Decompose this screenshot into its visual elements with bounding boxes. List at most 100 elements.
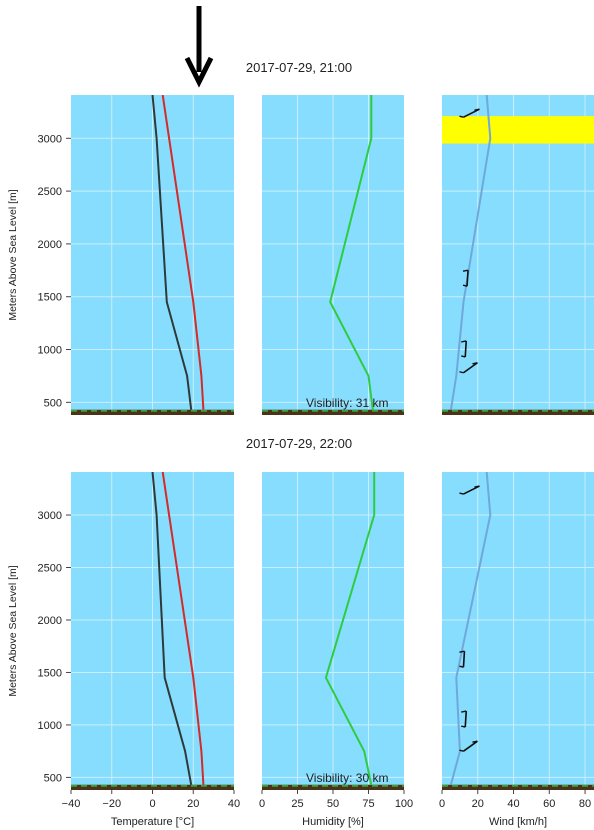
barb-staff bbox=[464, 710, 468, 728]
barb-staff bbox=[463, 108, 480, 118]
ground bbox=[262, 409, 404, 415]
panel-content bbox=[442, 472, 594, 790]
wind-barb bbox=[462, 269, 469, 287]
x-tick-label: −20 bbox=[102, 798, 121, 810]
pointer-arrow-icon bbox=[184, 6, 214, 88]
temperature-panel bbox=[71, 95, 234, 415]
barb-flag bbox=[472, 362, 478, 365]
ground bbox=[442, 409, 594, 415]
humidity-panel: Visibility: 31 km bbox=[262, 95, 404, 415]
wind-barb bbox=[459, 650, 466, 668]
barb-flag bbox=[461, 710, 467, 713]
y-tick-label: 1000 bbox=[38, 345, 62, 357]
y-tick-label: 3000 bbox=[38, 133, 62, 145]
y-tick-label: 1500 bbox=[38, 667, 62, 679]
y-tick-label: 1000 bbox=[38, 720, 62, 732]
wind-barb bbox=[459, 362, 478, 374]
x-tick-label: 60 bbox=[543, 798, 555, 810]
barb-tick bbox=[459, 749, 464, 752]
ground bbox=[262, 784, 404, 790]
barb-staff bbox=[462, 740, 478, 752]
barb-staff bbox=[466, 270, 469, 287]
temperature-line bbox=[161, 472, 205, 785]
wind-barb bbox=[459, 108, 480, 118]
barb-flag bbox=[474, 485, 480, 488]
humidity-line bbox=[329, 95, 374, 410]
wind-barb bbox=[461, 710, 468, 728]
y-tick-label: 3000 bbox=[38, 510, 62, 522]
panel-content bbox=[262, 95, 404, 415]
y-tick-label: 500 bbox=[44, 772, 62, 784]
dewpoint-line bbox=[151, 95, 193, 410]
y-axis: 500 1000 1500 2000 2500 3000 Meters Above Sea … bbox=[7, 510, 71, 784]
x-tick-label: 25 bbox=[291, 798, 303, 810]
visibility-label: Visibility: 31 km bbox=[306, 396, 388, 410]
x-axis-label: Temperature [°C] bbox=[111, 816, 194, 828]
y-tick-label: 2500 bbox=[38, 186, 62, 198]
wind-barb bbox=[459, 740, 478, 752]
x-tick-label: 80 bbox=[579, 798, 591, 810]
barb-tick bbox=[461, 355, 466, 358]
ground bbox=[442, 784, 594, 790]
barb-staff bbox=[463, 485, 480, 495]
barb-tick bbox=[459, 492, 464, 495]
x-tick-label: 0 bbox=[439, 798, 445, 810]
wind-panel bbox=[442, 95, 594, 415]
wind-barb bbox=[461, 340, 468, 358]
x-tick-label: 0 bbox=[259, 798, 265, 810]
barb-flag bbox=[462, 269, 469, 272]
barb-flag bbox=[474, 108, 480, 111]
barb-staff bbox=[462, 362, 478, 374]
barb-flag bbox=[472, 740, 478, 743]
barb-staff bbox=[464, 340, 468, 357]
panel-title: 2017-07-29, 22:00 bbox=[246, 436, 352, 451]
x-tick-label: 75 bbox=[362, 798, 374, 810]
barb-flag bbox=[459, 650, 465, 653]
temperature-line bbox=[161, 95, 205, 410]
panel-content bbox=[442, 95, 594, 415]
ground bbox=[71, 784, 234, 790]
sky-background bbox=[442, 95, 594, 415]
wind-barb bbox=[459, 485, 480, 495]
x-tick-label: 40 bbox=[507, 798, 519, 810]
temperature-panel: −40 −20 0 20 40 Temperature [°C] bbox=[62, 472, 240, 828]
x-tick-label: 100 bbox=[395, 798, 413, 810]
x-axis-label: Humidity [%] bbox=[302, 816, 364, 828]
y-tick-label: 2000 bbox=[38, 239, 62, 251]
barb-flag bbox=[461, 340, 467, 343]
y-tick-label: 1500 bbox=[38, 292, 62, 304]
x-axis-label: Wind [km/h] bbox=[489, 816, 547, 828]
x-tick-label: 40 bbox=[228, 798, 240, 810]
highlight-band bbox=[442, 116, 594, 144]
y-axis: 500 1000 1500 2000 2500 3000 Meters Above Sea … bbox=[7, 133, 71, 409]
y-axis-label: Meters Above Sea Level [m] bbox=[7, 565, 19, 696]
humidity-panel: Visibility: 30 km 0 25 50 75 100 Humidity [%] bbox=[259, 472, 413, 828]
barb-tick bbox=[459, 665, 464, 668]
x-tick-label: 20 bbox=[187, 798, 199, 810]
y-tick-label: 2000 bbox=[38, 615, 62, 627]
wind-speed-line bbox=[449, 472, 492, 786]
sky-background bbox=[442, 472, 594, 790]
x-tick-label: 0 bbox=[149, 798, 155, 810]
ground bbox=[71, 409, 234, 415]
y-tick-label: 500 bbox=[44, 397, 62, 409]
visibility-label: Visibility: 30 km bbox=[306, 771, 388, 785]
wind-speed-line bbox=[449, 95, 492, 410]
barb-staff bbox=[462, 651, 466, 668]
panel-content bbox=[71, 95, 234, 415]
sounding-row: 2017-07-29, 21:00 500 1000 1500 2000 2500 3000… bbox=[7, 60, 594, 415]
x-tick-label: 50 bbox=[327, 798, 339, 810]
barb-tick bbox=[462, 284, 468, 287]
panel-content bbox=[262, 472, 404, 790]
barb-tick bbox=[459, 371, 464, 374]
panel-title: 2017-07-29, 21:00 bbox=[246, 60, 352, 75]
wind-panel: 0 20 40 60 80 Wind [km/h] bbox=[439, 472, 594, 828]
barb-tick bbox=[461, 725, 466, 728]
y-axis-label: Meters Above Sea Level [m] bbox=[7, 189, 19, 320]
barb-tick bbox=[459, 115, 464, 118]
x-tick-label: −40 bbox=[62, 798, 81, 810]
x-tick-label: 20 bbox=[472, 798, 484, 810]
sounding-row: 2017-07-29, 22:0050010001500200025003000… bbox=[7, 436, 594, 828]
panel-content bbox=[71, 472, 234, 790]
